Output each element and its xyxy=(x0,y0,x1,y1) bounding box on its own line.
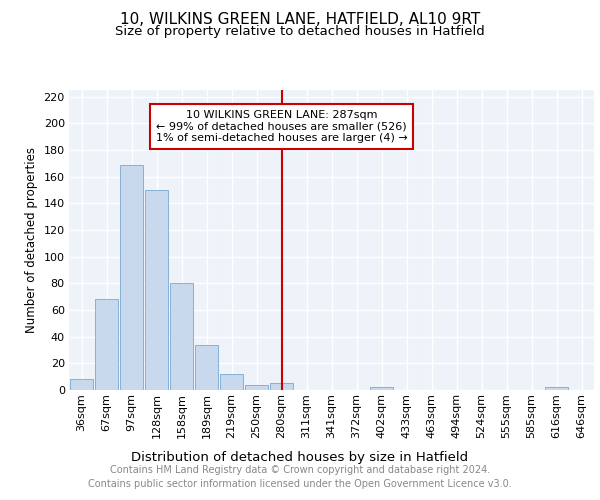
Bar xyxy=(95,300,118,390)
Bar xyxy=(545,388,568,390)
Bar xyxy=(370,388,393,390)
Text: Contains HM Land Registry data © Crown copyright and database right 2024.
Contai: Contains HM Land Registry data © Crown c… xyxy=(88,465,512,489)
Text: 10 WILKINS GREEN LANE: 287sqm
← 99% of detached houses are smaller (526)
1% of s: 10 WILKINS GREEN LANE: 287sqm ← 99% of d… xyxy=(155,110,407,143)
Bar xyxy=(195,344,218,390)
Bar xyxy=(145,190,168,390)
Text: Size of property relative to detached houses in Hatfield: Size of property relative to detached ho… xyxy=(115,25,485,38)
Text: Distribution of detached houses by size in Hatfield: Distribution of detached houses by size … xyxy=(131,451,469,464)
Bar xyxy=(170,284,193,390)
Bar xyxy=(120,164,143,390)
Bar xyxy=(270,384,293,390)
Bar xyxy=(220,374,243,390)
Text: 10, WILKINS GREEN LANE, HATFIELD, AL10 9RT: 10, WILKINS GREEN LANE, HATFIELD, AL10 9… xyxy=(120,12,480,28)
Bar xyxy=(70,380,93,390)
Bar xyxy=(245,384,268,390)
Y-axis label: Number of detached properties: Number of detached properties xyxy=(25,147,38,333)
